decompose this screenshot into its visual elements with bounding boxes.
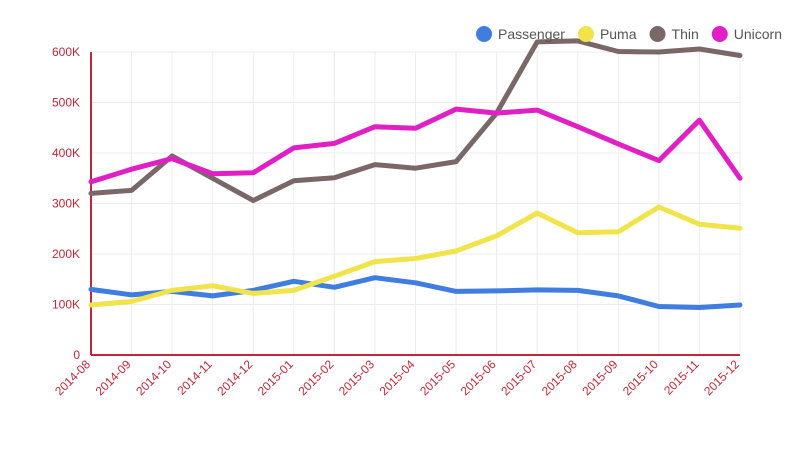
x-tick-label: 2015-01 [255,357,296,398]
x-tick-label: 2015-06 [458,357,499,398]
x-tick-label: 2015-12 [701,357,742,398]
x-tick-label: 2014-08 [52,357,93,398]
x-tick-label: 2015-11 [661,357,702,398]
y-tick-label: 500K [52,96,80,110]
legend-swatch [711,26,728,42]
x-tick-label: 2014-09 [93,357,134,398]
series-line-puma [88,204,743,308]
legend: Passenger Puma Thin Unicorn [476,26,782,42]
x-tick-label: 2015-10 [620,357,661,398]
x-tick-label: 2015-08 [539,357,580,398]
legend-label: Unicorn [734,26,782,42]
series-lines [88,38,743,310]
series-line-unicorn [88,106,743,185]
y-tick-label: 100K [52,298,80,312]
x-tick-label: 2014-12 [214,357,255,398]
y-tick-label: 300K [52,197,80,211]
legend-swatch [649,26,666,42]
y-tick-label: 400K [52,146,80,160]
y-axis: 0 100K 200K 300K 400K 500K 600K [52,45,92,362]
x-tick-label: 2014-10 [133,357,174,398]
legend-item-puma[interactable]: Puma [577,26,637,42]
y-tick-label: 200K [52,247,80,261]
x-tick-label: 2014-11 [174,357,215,398]
grid [91,51,741,355]
x-tick-label: 2015-09 [579,357,620,398]
x-tick-label: 2015-04 [377,357,418,398]
x-axis: 2014-08 2014-09 2014-10 2014-11 2014-12 2015-… [52,354,742,398]
x-tick-label: 2015-02 [295,357,336,398]
y-tick-label: 0 [73,348,80,362]
x-tick-label: 2015-03 [336,357,377,398]
y-tick-label: 600K [52,45,80,59]
x-tick-label: 2015-05 [417,357,458,398]
legend-label: Puma [600,26,637,42]
x-tick-label: 2015-07 [498,357,539,398]
legend-label: Passenger [498,26,565,42]
legend-swatch [476,26,493,42]
legend-swatch [577,26,594,42]
legend-item-thin[interactable]: Thin [649,26,699,42]
legend-label: Thin [672,26,699,42]
series-line-passenger [88,275,743,310]
legend-item-passenger[interactable]: Passenger [476,26,565,42]
legend-item-unicorn[interactable]: Unicorn [711,26,782,42]
